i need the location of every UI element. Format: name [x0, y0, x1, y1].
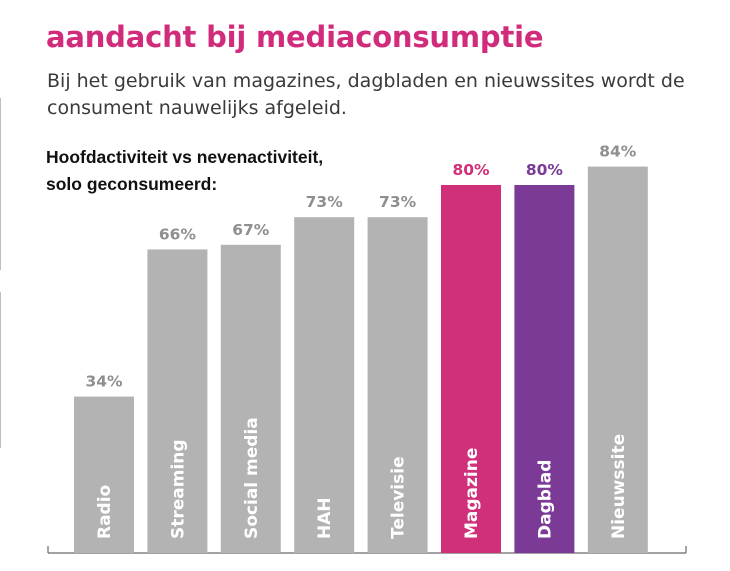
- value-label-magazine: 80%: [452, 161, 490, 179]
- category-label-radio: Radio: [95, 485, 115, 539]
- bar-social-media: [220, 244, 281, 554]
- chart-label-line-1: Hoofdactiviteit vs nevenactiviteit,: [46, 147, 324, 167]
- chart-label: Hoofdactiviteit vs nevenactiviteit, solo…: [46, 144, 406, 198]
- category-label-televisie: Televisie: [389, 456, 409, 539]
- page-subtitle: Bij het gebruik van magazines, dagbladen…: [47, 70, 685, 119]
- value-label-dagblad: 80%: [526, 161, 564, 179]
- value-label-nieuwssite: 84%: [599, 143, 637, 161]
- value-label-hah: 73%: [306, 193, 344, 211]
- bar-hah: [294, 217, 355, 553]
- bar-magazine: [441, 185, 501, 553]
- value-label-televisie: 73%: [379, 193, 417, 211]
- bar-dagblad: [514, 185, 575, 553]
- value-label-radio: 34%: [85, 373, 123, 391]
- left-border-line-lower: [0, 292, 1, 448]
- category-label-social-media: Social media: [242, 417, 262, 539]
- chart-label-line-2: solo geconsumeerd:: [46, 174, 218, 194]
- category-label-hah: HAH: [315, 497, 335, 539]
- bar-streaming: [147, 249, 208, 553]
- category-label-nieuwssite: Nieuwssite: [609, 434, 629, 539]
- value-label-streaming: 66%: [159, 225, 197, 243]
- bar-nieuwssite: [587, 166, 648, 553]
- page-title: aandacht bij mediaconsumptie: [46, 20, 544, 54]
- category-label-streaming: Streaming: [168, 439, 188, 539]
- value-label-social-media: 67%: [232, 221, 270, 239]
- bar-radio: [74, 396, 134, 553]
- category-label-magazine: Magazine: [462, 448, 482, 539]
- left-border-line-upper: [0, 98, 1, 270]
- category-label-dagblad: Dagblad: [535, 460, 555, 539]
- bar-televisie: [367, 217, 428, 553]
